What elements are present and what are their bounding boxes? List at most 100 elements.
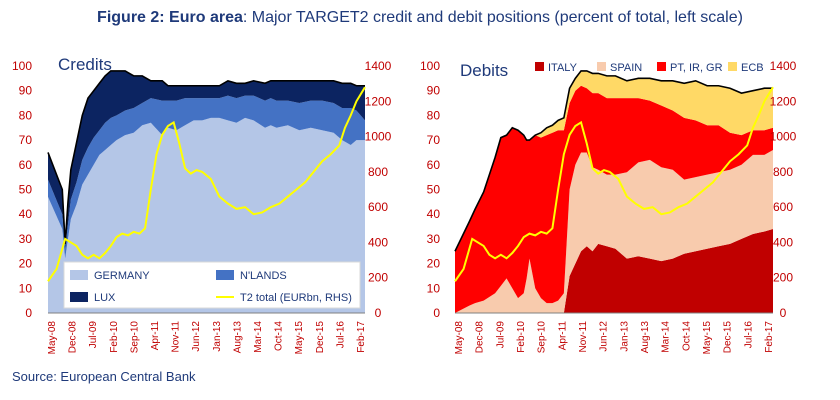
y-left-tick: 0: [25, 306, 32, 320]
legend-box: [63, 261, 361, 309]
legend-label: LUX: [94, 292, 116, 304]
y-left-tick: 40: [19, 207, 33, 221]
y-left-tick: 60: [19, 158, 33, 172]
panel-title: Debits: [460, 61, 508, 80]
x-tick-label: May-15: [294, 321, 305, 355]
x-tick-label: Aug-13: [232, 321, 243, 354]
x-tick-label: Feb-10: [109, 321, 120, 353]
legend-label: PT, IR, GR: [670, 62, 723, 74]
y-left-tick: 10: [427, 281, 441, 295]
y-right-tick: 1000: [365, 130, 392, 144]
legend-swatch: [70, 270, 88, 280]
panel-title: Credits: [58, 55, 112, 74]
x-tick-label: Jun-12: [191, 321, 202, 352]
legend-label: SPAIN: [610, 62, 642, 74]
x-tick-label: Feb-17: [764, 321, 775, 353]
legend-label: ECB: [741, 62, 764, 74]
t2-total-line: [454, 86, 774, 282]
y-right-tick: 0: [375, 306, 382, 320]
x-tick-label: Jul-16: [335, 321, 346, 349]
figure-title: Figure 2: Euro area: Major TARGET2 credi…: [0, 9, 840, 27]
x-tick-label: Aug-13: [640, 321, 651, 354]
legend-label: GERMANY: [94, 270, 150, 282]
x-tick-label: Oct-14: [681, 321, 692, 351]
x-tick-label: Dec-15: [723, 321, 734, 354]
source-note: Source: European Central Bank: [12, 369, 196, 384]
x-tick-label: Feb-17: [356, 321, 367, 353]
area-lux: [48, 70, 365, 249]
x-tick-label: Jun-12: [599, 321, 610, 352]
x-tick-label: Dec-08: [68, 321, 79, 354]
area-ecb: [455, 70, 773, 252]
x-tick-label: Nov-11: [171, 321, 182, 353]
x-tick-label: Nov-11: [578, 321, 589, 353]
y-left-tick: 60: [427, 158, 441, 172]
area-italy: [455, 229, 773, 313]
y-left-tick: 80: [19, 108, 33, 122]
x-tick-label: Sep-10: [129, 321, 140, 354]
y-right-tick: 1200: [365, 94, 392, 108]
x-tick-label: Sep-10: [537, 321, 548, 354]
figure-title-bold: Figure 2: Euro area: [97, 9, 243, 26]
y-left-tick: 10: [19, 281, 33, 295]
legend-label: N'LANDS: [240, 270, 287, 282]
legend-swatch: [728, 62, 737, 71]
x-tick-label: Oct-14: [274, 321, 285, 351]
legend-swatch: [597, 62, 606, 71]
x-tick-label: Jan-13: [619, 321, 630, 352]
area-n-lands: [48, 95, 365, 259]
y-right-tick: 1400: [770, 59, 797, 73]
y-right-tick: 0: [780, 306, 787, 320]
y-right-tick: 800: [368, 165, 388, 179]
y-left-tick: 50: [427, 183, 441, 197]
y-right-tick: 200: [773, 271, 793, 285]
y-left-tick: 50: [19, 183, 33, 197]
y-right-tick: 800: [773, 165, 793, 179]
y-left-tick: 0: [433, 306, 440, 320]
y-right-tick: 1200: [770, 94, 797, 108]
t2-total-line: [47, 86, 366, 282]
y-left-tick: 90: [19, 84, 33, 98]
chart-panel-debits: 0102030405060708090100020040060080010001…: [420, 59, 797, 354]
area-pt-ir-gr: [455, 85, 773, 313]
x-tick-label: May-15: [702, 321, 713, 355]
x-tick-label: Mar-14: [253, 321, 264, 353]
y-right-tick: 400: [773, 235, 793, 249]
legend-swatch: [535, 62, 544, 71]
x-tick-label: Dec-08: [475, 321, 486, 354]
x-tick-label: Feb-10: [516, 321, 527, 353]
area-spain: [455, 149, 773, 313]
x-tick-label: Jul-16: [743, 321, 754, 349]
y-left-tick: 30: [19, 232, 33, 246]
legend-swatch: [657, 62, 666, 71]
x-tick-label: Jul-09: [88, 321, 99, 349]
y-right-tick: 1000: [770, 130, 797, 144]
x-tick-label: Jan-13: [212, 321, 223, 352]
y-left-tick: 30: [427, 232, 441, 246]
legend-label: ITALY: [548, 62, 578, 74]
y-right-tick: 1400: [365, 59, 392, 73]
y-right-tick: 600: [368, 200, 388, 214]
legend-swatch: [70, 292, 88, 302]
x-tick-label: Dec-15: [315, 321, 326, 354]
y-left-tick: 70: [19, 133, 33, 147]
y-right-tick: 200: [368, 271, 388, 285]
figure-title-rest: : Major TARGET2 credit and debit positio…: [242, 9, 743, 26]
x-tick-label: Apr-11: [150, 321, 161, 351]
y-left-tick: 70: [427, 133, 441, 147]
x-tick-label: Jul-09: [495, 321, 506, 349]
y-left-tick: 40: [427, 207, 441, 221]
y-left-tick: 100: [420, 59, 440, 73]
y-left-tick: 20: [19, 257, 33, 271]
total-outline: [47, 70, 365, 244]
legend-swatch: [216, 270, 234, 280]
y-left-tick: 100: [12, 59, 32, 73]
total-outline: [454, 70, 773, 252]
x-tick-label: Mar-14: [661, 321, 672, 353]
legend-label: T2 total (EURbn, RHS): [240, 292, 352, 304]
y-right-tick: 400: [368, 235, 388, 249]
y-left-tick: 90: [427, 84, 441, 98]
x-tick-label: May-08: [47, 321, 58, 355]
y-right-tick: 600: [773, 200, 793, 214]
